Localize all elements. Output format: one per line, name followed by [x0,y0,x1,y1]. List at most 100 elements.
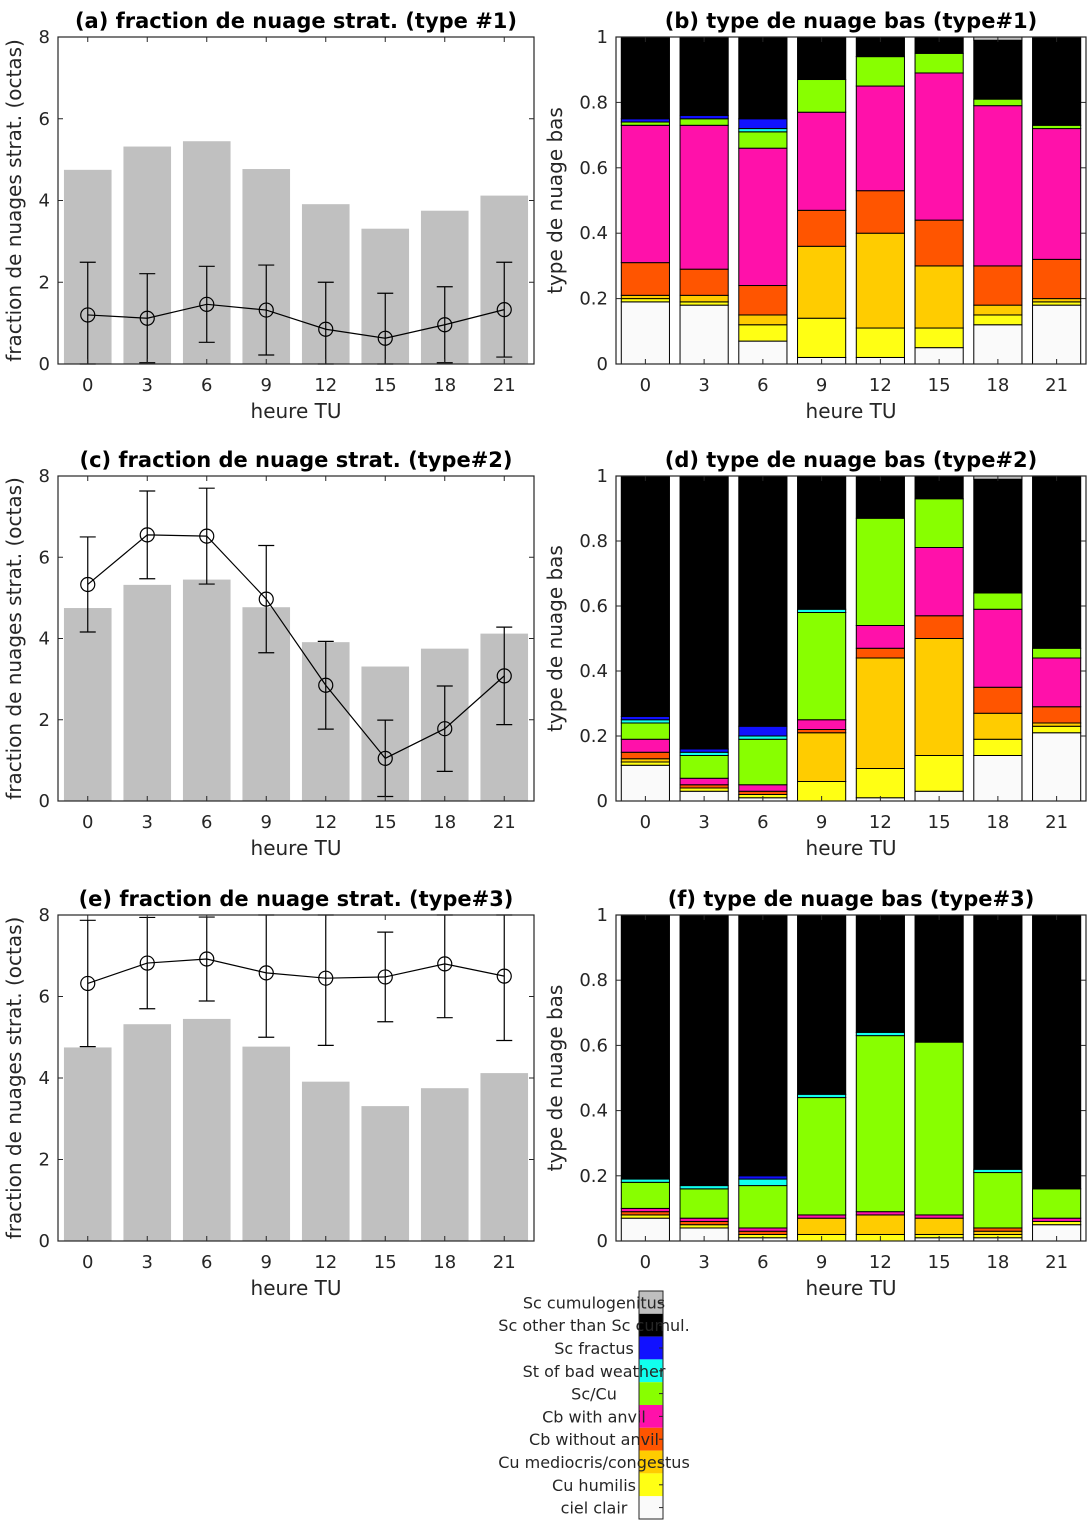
data-point [377,750,393,766]
x-tick-label: 0 [640,812,651,833]
panel-c: 0 2 4 6 8 0 3 6 9 12 15 18 21 heure TU fraction de nua… [2,448,535,860]
bar-segment [797,475,847,610]
x-tick-label: 18 [986,812,1009,833]
x-tick-label: 21 [1045,375,1068,396]
x-tick-label: 3 [142,812,153,833]
bar-segment [738,131,788,149]
x-axis-label: heure TU [251,1276,342,1300]
y-tick-label: 0.2 [579,726,608,747]
bars [620,36,1082,365]
axes-box [615,914,1087,1242]
bar [182,1018,231,1241]
y-tick-label: 0.8 [579,531,608,552]
data-point [258,591,274,607]
y-tick-label: 8 [39,27,50,48]
legend-label: Cu humilis [552,1476,636,1495]
bar-segment [679,755,729,779]
bar-segment [855,1035,905,1213]
bar-segment [620,1181,670,1209]
x-tick-label: 9 [816,375,827,396]
bar-segment [973,324,1023,365]
bar-segment [1032,706,1082,724]
bar-segment [973,39,1023,100]
data-point [80,975,96,992]
bar-segment [620,475,670,717]
bar-segment [1032,1188,1082,1219]
bar-segment [679,475,729,750]
bar [361,1106,410,1241]
x-tick-label: 18 [986,1252,1009,1273]
bar-segment [679,777,729,786]
x-tick-label: 9 [816,812,827,833]
x-axis-label: heure TU [806,1276,897,1300]
x-tick-label: 3 [142,1252,153,1273]
axes-box [615,36,1087,365]
y-tick-label: 0 [597,354,608,375]
bar-segment [738,147,788,287]
bar-segment [620,124,670,264]
y-tick-label: 1 [597,466,608,487]
data-point [258,965,274,981]
x-tick-label: 12 [869,375,892,396]
legend-label: ciel clair [561,1499,628,1518]
data-point [496,668,512,684]
bar-segment [620,738,670,753]
bar [301,1081,350,1241]
legend-swatch [639,1313,663,1337]
bar-segment [679,36,729,116]
bar-segment [738,118,788,130]
data-point [199,528,215,544]
bar [123,584,172,801]
legend-swatch [639,1427,663,1451]
legend-swatch [639,1291,663,1314]
bar-segment [973,755,1023,802]
chart-title: (b) type de nuage bas (type#1) [665,9,1038,33]
bars [620,914,1082,1242]
y-axis-label: fraction de nuages strat. (octas) [2,477,26,800]
axes-box [615,475,1087,802]
bar-segment [855,327,905,358]
bar-segment [855,190,905,234]
data-point [318,677,334,693]
y-tick-label: 0.6 [579,158,608,179]
bar-segment [914,498,964,548]
bar-segment [1032,657,1082,708]
x-tick-label: 21 [1045,812,1068,833]
x-tick-label: 12 [314,1252,337,1273]
bar-segment [738,914,788,1177]
legend-swatch [639,1336,663,1360]
bar-segment [797,612,847,721]
mean-line [79,261,513,365]
x-tick-label: 3 [142,375,153,396]
bar-segment [855,657,905,769]
bar-segment [679,124,729,270]
x-tick-label: 21 [493,1252,516,1273]
bar-segment [1032,647,1082,659]
bar-segment [679,304,729,365]
data-point [80,307,96,323]
bar-segment [973,478,1023,594]
legend-label: Cb without anvil [529,1430,659,1449]
mean-line [79,487,513,798]
bar-segment [855,85,905,192]
bar [123,1024,172,1241]
y-tick-label: 0.4 [579,223,608,244]
y-tick-label: 0.8 [579,970,608,991]
data-point [139,310,155,326]
y-axis-label: type de nuage bas [543,107,567,294]
bar-segment [1032,128,1082,260]
bar-segment [914,72,964,221]
bar-segment [620,722,670,740]
y-tick-label: 0.2 [579,1166,608,1187]
bar-segment [738,475,788,727]
legend-swatch [639,1382,663,1405]
legend-swatch [639,1450,663,1474]
legend-swatch [639,1359,663,1383]
bar-segment [620,262,670,296]
bar-segment [855,56,905,87]
x-tick-label: 6 [201,1252,212,1273]
bar-segment [973,304,1023,316]
bar-segment [973,98,1023,107]
bar [480,1073,529,1241]
